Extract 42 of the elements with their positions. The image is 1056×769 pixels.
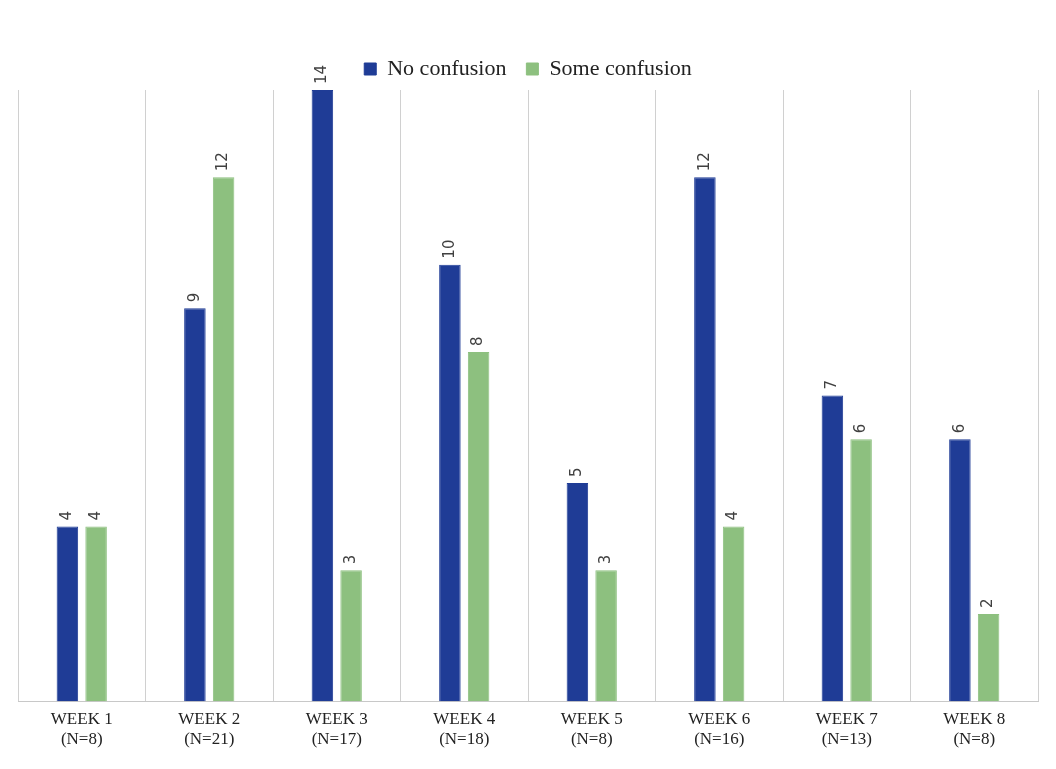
- legend-label: No confusion: [387, 54, 507, 80]
- x-tick-label: WEEK 2 (N=21): [178, 708, 241, 749]
- data-label: 5: [567, 467, 586, 477]
- legend-label: Some confusion: [549, 54, 692, 80]
- bar: [566, 482, 589, 702]
- x-tick-label: WEEK 3 (N=17): [305, 708, 368, 749]
- data-label: 6: [949, 423, 968, 434]
- bar: [467, 351, 490, 702]
- data-label: 4: [723, 511, 742, 521]
- data-label: 9: [184, 292, 203, 303]
- data-label: 10: [439, 239, 458, 259]
- data-label: 4: [85, 511, 104, 521]
- bar: [694, 177, 716, 702]
- bar: [439, 264, 461, 702]
- data-label: 3: [340, 554, 359, 565]
- bar: [212, 177, 235, 702]
- bar: [850, 439, 872, 702]
- bar: [85, 526, 107, 702]
- data-label: 3: [595, 554, 614, 565]
- x-tick-label: WEEK 1 (N=8): [50, 708, 113, 749]
- bar: [56, 526, 79, 702]
- bar: [949, 439, 971, 702]
- bar: [184, 308, 206, 702]
- data-label: 14: [312, 64, 331, 84]
- bar: [722, 526, 745, 702]
- bar: [821, 395, 844, 702]
- bar: [340, 570, 362, 702]
- x-tick-label: WEEK 6 (N=16): [688, 708, 751, 749]
- data-label: 8: [468, 336, 487, 346]
- data-label: 12: [694, 152, 713, 172]
- x-tick-label: WEEK 5 (N=8): [560, 708, 623, 749]
- data-label: 6: [850, 423, 869, 434]
- data-label: 4: [57, 511, 76, 521]
- bar: [977, 613, 1000, 702]
- data-label: 7: [822, 380, 841, 390]
- x-tick-label: WEEK 4 (N=18): [433, 708, 496, 749]
- x-tick-label: WEEK 8 (N=8): [943, 708, 1006, 749]
- x-tick-label: WEEK 7 (N=13): [815, 708, 879, 749]
- data-label: 12: [213, 152, 232, 172]
- bar: [311, 90, 334, 702]
- bar: [595, 570, 617, 702]
- data-label: 2: [978, 598, 997, 608]
